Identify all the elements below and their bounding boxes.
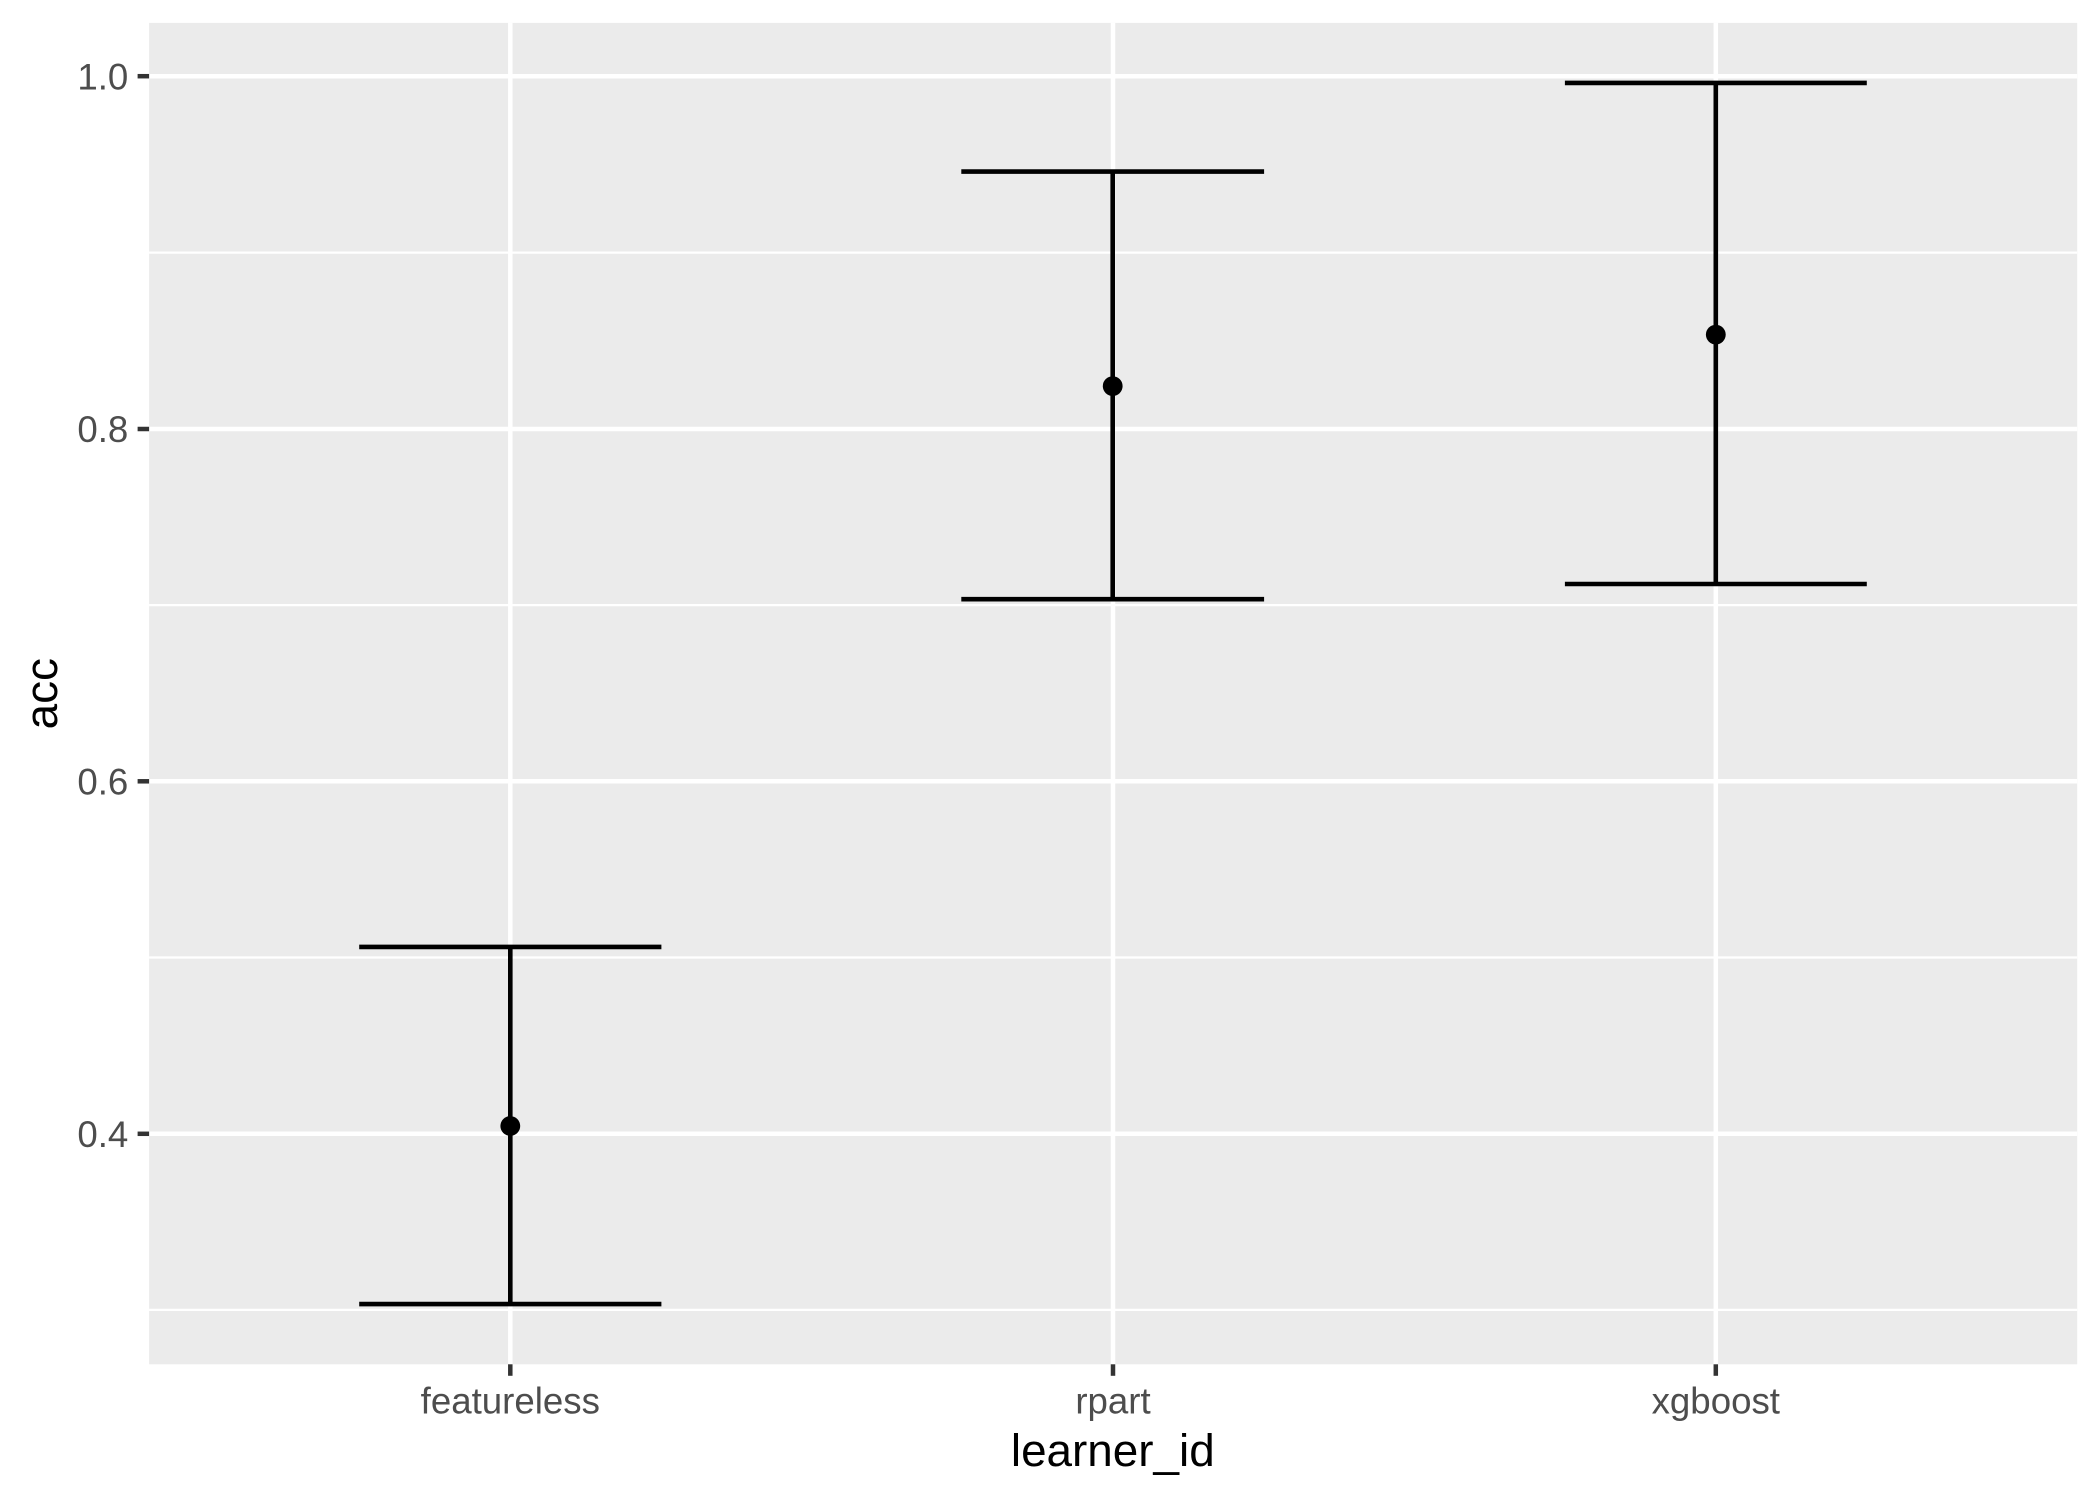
svg-text:xgboost: xgboost — [1652, 1381, 1780, 1422]
svg-text:0.4: 0.4 — [77, 1114, 128, 1155]
svg-text:0.6: 0.6 — [77, 762, 128, 803]
svg-text:acc: acc — [16, 658, 67, 729]
svg-text:featureless: featureless — [421, 1381, 600, 1422]
svg-text:learner_id: learner_id — [1011, 1425, 1215, 1476]
svg-text:0.8: 0.8 — [77, 409, 128, 450]
svg-text:rpart: rpart — [1075, 1381, 1150, 1422]
svg-text:1.0: 1.0 — [77, 56, 128, 97]
